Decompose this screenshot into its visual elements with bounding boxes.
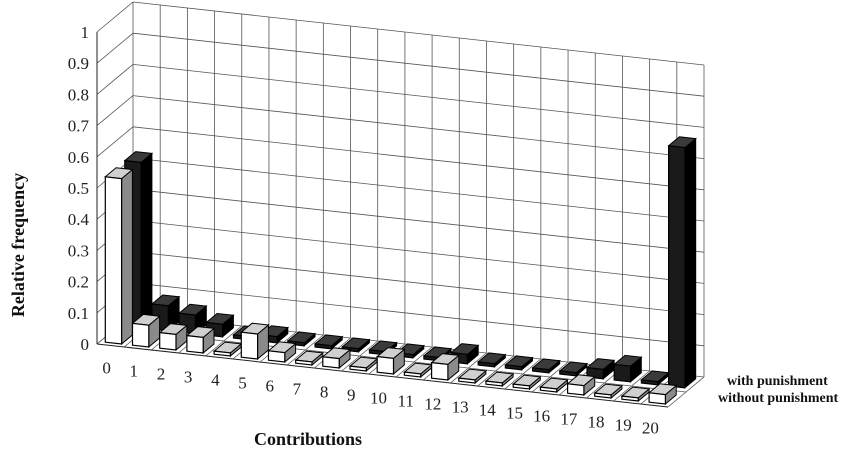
y-tick-label: 0.4 bbox=[68, 210, 90, 229]
bar-without-punishment bbox=[566, 374, 596, 397]
bar-without-punishment bbox=[131, 313, 161, 349]
y-tick-label: 0.3 bbox=[68, 241, 89, 260]
x-tick-label: 17 bbox=[560, 410, 578, 429]
x-tick-label: 5 bbox=[238, 374, 247, 393]
y-tick-label: 0.2 bbox=[68, 273, 89, 292]
gridline-side bbox=[96, 95, 134, 126]
gridline-back bbox=[132, 282, 705, 347]
bar-without-punishment bbox=[375, 347, 406, 376]
bar-without-punishment bbox=[647, 383, 678, 406]
bar-without-punishment bbox=[158, 323, 189, 352]
bar-without-punishment bbox=[593, 383, 624, 400]
x-tick-label: 15 bbox=[506, 404, 523, 423]
bar-without-punishment bbox=[104, 167, 134, 346]
y-tick-label: 0.6 bbox=[68, 148, 89, 167]
gridline-back bbox=[132, 220, 705, 284]
x-tick-label: 14 bbox=[479, 401, 497, 420]
grid bbox=[96, 1, 705, 408]
x-tick-label: 9 bbox=[347, 386, 356, 405]
bar-without-punishment bbox=[185, 326, 216, 355]
gridline-back bbox=[132, 126, 705, 191]
x-tick-label: 2 bbox=[157, 365, 166, 384]
x-tick-label: 13 bbox=[452, 398, 469, 417]
x-tick-label: 16 bbox=[533, 407, 550, 426]
x-tick-label: 1 bbox=[130, 362, 139, 381]
y-tick-label: 0.1 bbox=[68, 304, 89, 323]
bar-without-punishment bbox=[403, 362, 433, 379]
x-tick-label: 6 bbox=[265, 377, 274, 396]
bar-with-punishment bbox=[531, 358, 561, 374]
bars bbox=[104, 136, 697, 406]
x-tick-label: 7 bbox=[293, 380, 302, 399]
x-tick-labels: 0 1 2 3 4 5 6 7 8 9 10 11 12 13 14 15 16 17 18 19 20 bbox=[102, 359, 659, 438]
x-tick-label: 10 bbox=[370, 389, 387, 408]
bar-without-punishment bbox=[539, 377, 569, 394]
gridline-side bbox=[96, 126, 134, 158]
y-tick-label: 0.5 bbox=[68, 179, 89, 198]
bar-without-punishment bbox=[321, 347, 352, 370]
bar-with-punishment bbox=[504, 355, 534, 371]
bar-without-punishment bbox=[484, 371, 515, 388]
y-tick-label: 1 bbox=[81, 23, 90, 42]
bar-with-punishment bbox=[612, 354, 643, 383]
y-tick-label: 0.7 bbox=[68, 117, 90, 136]
gridline-back bbox=[132, 32, 705, 97]
bar-without-punishment bbox=[294, 350, 325, 367]
bar-with-punishment bbox=[667, 136, 697, 389]
gridline-back bbox=[132, 188, 705, 253]
bar-with-punishment bbox=[286, 331, 317, 347]
x-tick-label: 11 bbox=[398, 392, 414, 411]
bar-with-punishment bbox=[640, 370, 670, 386]
gridline-side bbox=[96, 32, 134, 64]
bar-with-punishment bbox=[313, 334, 344, 350]
series-label-with-punishment: with punishment bbox=[727, 374, 828, 389]
x-tick-label: 3 bbox=[184, 368, 193, 387]
x-tick-label: 20 bbox=[642, 419, 659, 438]
gridline-side bbox=[96, 1, 134, 33]
bar-without-punishment bbox=[457, 368, 488, 385]
gridline-side bbox=[96, 64, 134, 95]
bar-with-punishment bbox=[476, 352, 507, 368]
y-tick-label: 0 bbox=[81, 335, 90, 354]
bar-without-punishment bbox=[240, 322, 270, 361]
x-tick-label: 12 bbox=[424, 395, 441, 414]
gridline-back bbox=[132, 251, 705, 315]
bar-without-punishment bbox=[212, 341, 243, 358]
gridline-back bbox=[132, 157, 705, 222]
x-tick-label: 19 bbox=[615, 416, 632, 435]
bar-without-punishment bbox=[267, 341, 297, 364]
x-tick-label: 4 bbox=[211, 371, 220, 390]
series-label-without-punishment: without punishment bbox=[718, 391, 839, 406]
x-axis-title: Contributions bbox=[254, 429, 362, 449]
x-tick-label: 8 bbox=[320, 383, 329, 402]
x-axis-line bbox=[96, 343, 669, 408]
x-tick-label: 0 bbox=[102, 359, 111, 378]
gridline-back bbox=[132, 64, 705, 128]
bar-without-punishment bbox=[620, 386, 651, 403]
gridline-back bbox=[132, 1, 705, 66]
bar-with-punishment bbox=[558, 361, 589, 377]
bar-without-punishment bbox=[348, 356, 379, 373]
y-tick-labels: 0 0.1 0.2 0.3 0.4 0.5 0.6 0.7 0.8 0.9 1 bbox=[68, 23, 90, 354]
y-tick-label: 0.8 bbox=[68, 85, 89, 104]
y-axis-title: Relative frequency bbox=[8, 173, 28, 317]
y-tick-label: 0.9 bbox=[68, 54, 89, 73]
bar-without-punishment bbox=[430, 353, 460, 382]
x-tick-label: 18 bbox=[588, 413, 605, 432]
gridline-back bbox=[132, 95, 705, 159]
bar-without-punishment bbox=[511, 374, 542, 391]
